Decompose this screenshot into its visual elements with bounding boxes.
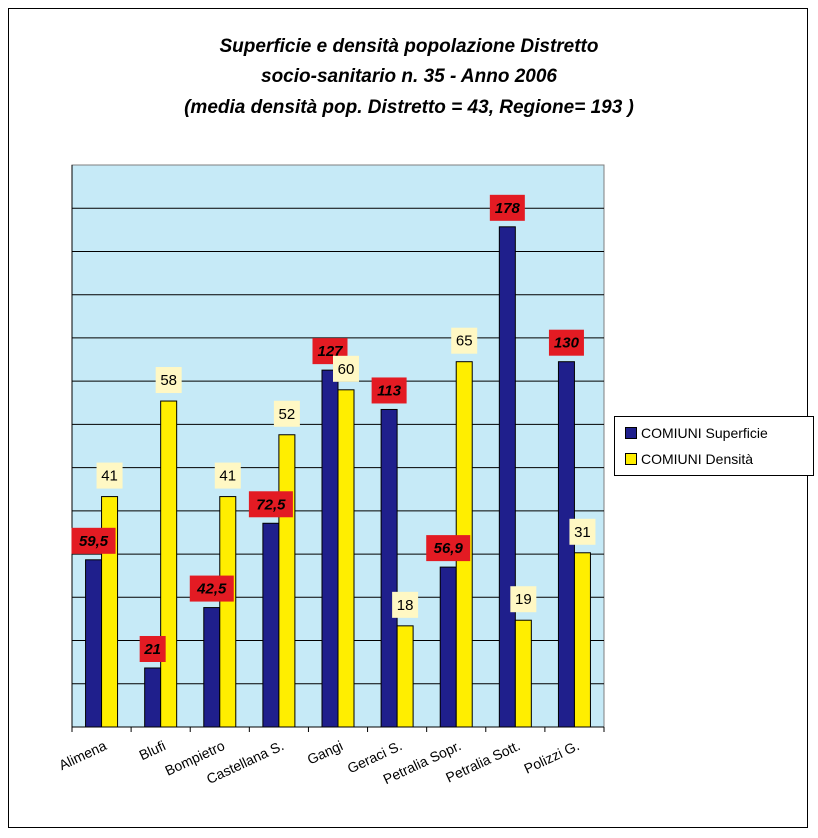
data-label-superficie: 59,5 <box>79 533 109 550</box>
x-tick-label: Alimena <box>56 737 109 773</box>
bar-superficie <box>380 408 398 728</box>
data-label-bg-superficie <box>426 535 471 562</box>
data-label-densita: 58 <box>160 372 177 389</box>
data-label-bg-superficie <box>189 575 234 602</box>
data-label-bg-superficie <box>371 377 407 404</box>
bar-superficie <box>262 522 280 728</box>
legend-item-superficie: COMIUNI Superficie <box>625 423 768 443</box>
data-label-superficie: 56,9 <box>434 540 464 557</box>
data-label-densita: 31 <box>574 524 591 541</box>
bar-densita <box>396 625 414 728</box>
chart-title-line-2: socio-sanitario n. 35 - Anno 2006 <box>261 66 557 87</box>
data-label-bg-densita <box>155 367 182 394</box>
bar-densita <box>160 400 178 728</box>
legend-swatch-densita <box>625 453 637 465</box>
bar-densita <box>514 619 532 728</box>
bar-superficie <box>498 226 516 728</box>
data-label-bg-superficie <box>489 194 525 221</box>
data-label-densita: 52 <box>279 406 296 423</box>
data-label-bg-densita <box>273 400 300 427</box>
data-label-superficie: 113 <box>377 382 402 399</box>
bar-densita <box>337 389 355 728</box>
data-label-bg-densita <box>451 327 478 354</box>
x-tick-label: Gangi <box>305 737 346 767</box>
bar-superficie <box>85 559 103 728</box>
legend-swatch-superficie <box>625 427 637 439</box>
chart-legend: COMIUNI Superficie COMIUNI Densità <box>614 416 814 476</box>
data-label-densita: 18 <box>397 597 414 614</box>
bar-densita <box>219 496 237 728</box>
chart-title-line-1: Superficie e densità popolazione Distret… <box>219 36 599 57</box>
data-label-bg-densita <box>214 462 241 489</box>
bar-densita <box>278 434 296 728</box>
bar-superficie <box>439 566 457 728</box>
data-label-bg-superficie <box>71 527 116 554</box>
data-label-densita: 41 <box>219 468 236 485</box>
bar-superficie <box>321 369 339 728</box>
data-label-superficie: 178 <box>495 200 521 217</box>
data-label-superficie: 72,5 <box>256 496 286 513</box>
data-label-densita: 19 <box>515 591 532 608</box>
bar-densita <box>573 552 591 728</box>
bar-superficie <box>144 667 162 728</box>
legend-label-densita: COMIUNI Densità <box>641 451 754 467</box>
data-label-densita: 41 <box>101 468 118 485</box>
data-label-bg-densita <box>569 518 596 545</box>
bar-densita <box>101 496 119 728</box>
data-label-bg-superficie <box>139 635 166 662</box>
data-label-superficie: 42,5 <box>196 581 227 598</box>
data-label-bg-densita <box>333 355 359 382</box>
data-label-superficie: 130 <box>554 335 580 352</box>
data-label-bg-superficie <box>248 491 293 518</box>
bar-superficie <box>203 607 221 728</box>
legend-label-superficie: COMIUNI Superficie <box>641 425 768 441</box>
x-tick-label: Blufi <box>136 737 167 763</box>
x-tick-label: Polizzi G. <box>521 737 581 776</box>
data-label-bg-densita <box>96 462 123 489</box>
data-label-densita: 60 <box>338 361 355 378</box>
data-label-bg-superficie <box>548 329 584 356</box>
legend-item-densita: COMIUNI Densità <box>625 449 753 469</box>
data-label-densita: 65 <box>456 333 473 350</box>
data-label-superficie: 21 <box>143 641 161 658</box>
chart-title-line-3: (media densità pop. Distretto = 43, Regi… <box>184 97 634 118</box>
data-label-bg-densita <box>392 591 419 618</box>
data-label-bg-densita <box>510 586 537 613</box>
